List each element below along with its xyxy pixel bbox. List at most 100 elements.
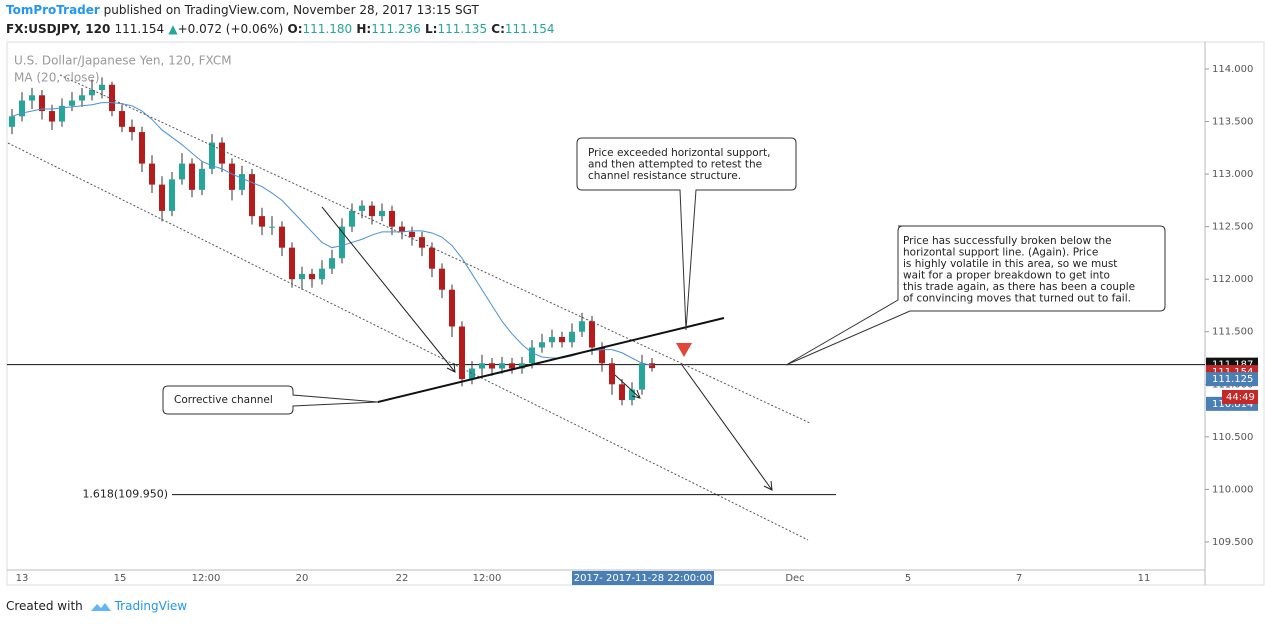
- candle-body: [109, 84, 115, 112]
- candle-body: [119, 111, 125, 127]
- candle-body: [519, 363, 525, 369]
- candle-body: [329, 258, 335, 269]
- candle-body: [399, 226, 405, 232]
- y-tick-label: 112.500: [1212, 222, 1253, 233]
- candle-body: [149, 163, 155, 185]
- y-tick-label: 110.500: [1212, 432, 1253, 443]
- candle-body: [229, 163, 235, 190]
- candle-body: [569, 331, 575, 343]
- candle-body: [479, 363, 485, 369]
- candle-body: [139, 132, 145, 164]
- y-tick-label: 114.000: [1212, 64, 1253, 75]
- x-tick-label: 22: [396, 573, 409, 584]
- annotation-text: Corrective channel: [174, 394, 273, 406]
- o-label: O:: [287, 22, 303, 36]
- chart: U.S. Dollar/Japanese Yen, 120, FXCM MA (…: [6, 41, 1265, 586]
- candle-body: [159, 184, 165, 211]
- candle-body: [59, 105, 65, 122]
- l-label: L:: [425, 22, 438, 36]
- x-tick-label: 13: [16, 573, 29, 584]
- candle-body: [439, 268, 445, 290]
- o: 111.180: [302, 22, 353, 36]
- channel-lower: [7, 142, 809, 541]
- annotation-text: channel resistance structure.: [588, 170, 741, 182]
- candle-body: [529, 347, 535, 364]
- candle-body: [449, 289, 455, 327]
- h-label: H:: [356, 22, 372, 36]
- logo: [90, 602, 111, 611]
- fib-label: 1.618(109.950): [82, 488, 168, 501]
- footer: Created with TradingView: [6, 599, 187, 613]
- annotation-text: horizontal support line. (Again). Price: [903, 247, 1098, 259]
- candle-body: [249, 174, 255, 217]
- last: 111.154: [114, 22, 165, 36]
- candle-body: [579, 321, 585, 332]
- l: 111.135: [437, 22, 488, 36]
- candle-body: [299, 273, 305, 280]
- candle-body: [599, 347, 605, 364]
- annotation-text: wait for a proper breakdown to get into: [903, 270, 1110, 282]
- candle-body: [69, 100, 75, 106]
- y-tick-label: 113.000: [1212, 169, 1253, 180]
- x-tick-label: 12:00: [473, 573, 502, 584]
- x-tick-label: 7: [1016, 573, 1022, 584]
- candle-body: [239, 174, 245, 190]
- c: 111.154: [504, 22, 555, 36]
- candle-body: [389, 210, 395, 227]
- countdown: 44:49: [1226, 392, 1255, 403]
- callout: [576, 137, 797, 331]
- candle-body: [609, 363, 615, 385]
- y-tick-label: 109.500: [1212, 537, 1253, 548]
- candle-body: [39, 95, 45, 112]
- indicator-label: MA (20, close): [14, 71, 100, 85]
- annotation-text: Price has successfully broken below the: [903, 235, 1112, 247]
- price-tag: 111.125: [1212, 374, 1253, 385]
- candle-body: [129, 126, 135, 133]
- candle-body: [269, 226, 275, 228]
- candle-body: [279, 226, 285, 248]
- down-marker: [676, 343, 692, 357]
- callout: [785, 225, 1166, 366]
- up-arrow: ▲: [168, 22, 178, 36]
- h: 111.236: [371, 22, 421, 36]
- change: +0.072 (+0.06%): [177, 22, 284, 36]
- candle-body: [429, 247, 435, 269]
- candle-body: [349, 210, 355, 227]
- candle-body: [49, 111, 55, 122]
- arrow: [614, 374, 641, 399]
- x-tick-label: Dec: [785, 573, 804, 584]
- candle-body: [219, 142, 225, 164]
- chart-title: U.S. Dollar/Japanese Yen, 120, FXCM: [14, 54, 232, 68]
- x-tick-label: 12:00: [192, 573, 221, 584]
- candle-body: [179, 163, 185, 180]
- price-tag-bg: [1206, 372, 1258, 387]
- arrow: [681, 364, 773, 491]
- candle-body: [189, 163, 195, 190]
- candle-body: [419, 237, 425, 248]
- candle-body: [199, 168, 205, 190]
- x-tick-label: 20: [296, 573, 309, 584]
- y-tick-label: 113.500: [1212, 117, 1253, 128]
- c-label: C:: [491, 22, 505, 36]
- crosshair-label: 2017- 2017-11-28 22:00:00: [574, 573, 712, 584]
- brand[interactable]: TradingView: [114, 599, 188, 613]
- candle-body: [289, 247, 295, 280]
- candle-body: [539, 342, 545, 348]
- chart-frame: [6, 41, 1265, 586]
- x-tick-label: 11: [1138, 573, 1151, 584]
- x-tick-label: 5: [905, 573, 911, 584]
- candle-body: [309, 273, 315, 280]
- symbol: FX:USDJPY, 120: [6, 22, 111, 36]
- candle-body: [369, 205, 375, 217]
- annotation-text: of convincing moves that turned out to f…: [903, 293, 1131, 305]
- candle-body: [549, 337, 555, 343]
- countdown-bg: [1222, 390, 1258, 404]
- annotation-text: Price exceeded horizontal support,: [588, 147, 770, 159]
- candle-body: [89, 90, 95, 96]
- channel-upper: [59, 74, 811, 424]
- trend-line: [377, 317, 725, 403]
- candle-body: [79, 95, 85, 101]
- callouts: [162, 137, 1166, 415]
- author[interactable]: TomProTrader: [6, 3, 100, 17]
